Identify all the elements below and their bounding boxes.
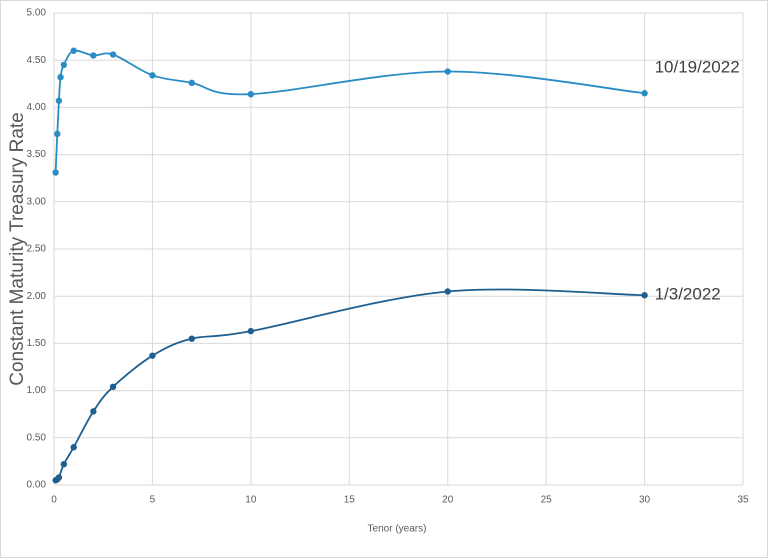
data-point (70, 47, 77, 54)
data-point (109, 51, 117, 58)
data-point (188, 79, 195, 87)
data-point (60, 461, 68, 468)
x-axis-title: Tenor (years) (368, 524, 427, 535)
data-point (54, 130, 61, 138)
data-point (90, 52, 97, 59)
data-point (188, 335, 195, 342)
y-tick-label: 1.00 (27, 385, 47, 396)
x-tick-label: 15 (344, 495, 356, 506)
data-point (247, 90, 255, 98)
y-tick-label: 0.00 (27, 480, 47, 491)
y-tick-label: 4.50 (27, 55, 47, 66)
y-tick-label: 2.50 (27, 244, 47, 255)
data-point (55, 474, 63, 481)
data-point (52, 169, 59, 176)
data-point (57, 73, 64, 81)
y-axis-title: Constant Maturity Treasury Rate (7, 112, 28, 386)
data-point (90, 408, 97, 415)
x-tick-label: 5 (150, 495, 156, 506)
data-point (70, 444, 77, 451)
y-tick-label: 0.50 (27, 432, 47, 443)
data-point (55, 97, 63, 104)
x-tick-label: 10 (245, 495, 257, 506)
data-point (109, 383, 117, 391)
y-tick-label: 2.00 (27, 291, 47, 302)
y-tick-label: 5.00 (27, 8, 47, 19)
x-tick-label: 30 (639, 495, 651, 506)
data-point (444, 288, 451, 295)
y-tick-label: 1.50 (27, 338, 47, 349)
data-point (444, 68, 451, 75)
data-point (60, 61, 68, 69)
data-point (247, 327, 255, 335)
y-tick-label: 3.00 (27, 196, 47, 207)
y-tick-label: 3.50 (27, 149, 47, 160)
series-line (54, 49, 645, 173)
series-label: 1/3/2022 (655, 285, 721, 304)
x-tick-label: 20 (442, 495, 454, 506)
y-tick-label: 4.00 (27, 102, 47, 113)
data-point (641, 90, 648, 97)
data-point (641, 292, 648, 299)
series-label: 10/19/2022 (655, 58, 740, 77)
x-tick-label: 0 (51, 495, 57, 506)
data-point (149, 72, 156, 79)
x-tick-label: 25 (541, 495, 553, 506)
data-point (149, 352, 156, 359)
x-tick-label: 35 (737, 495, 749, 506)
